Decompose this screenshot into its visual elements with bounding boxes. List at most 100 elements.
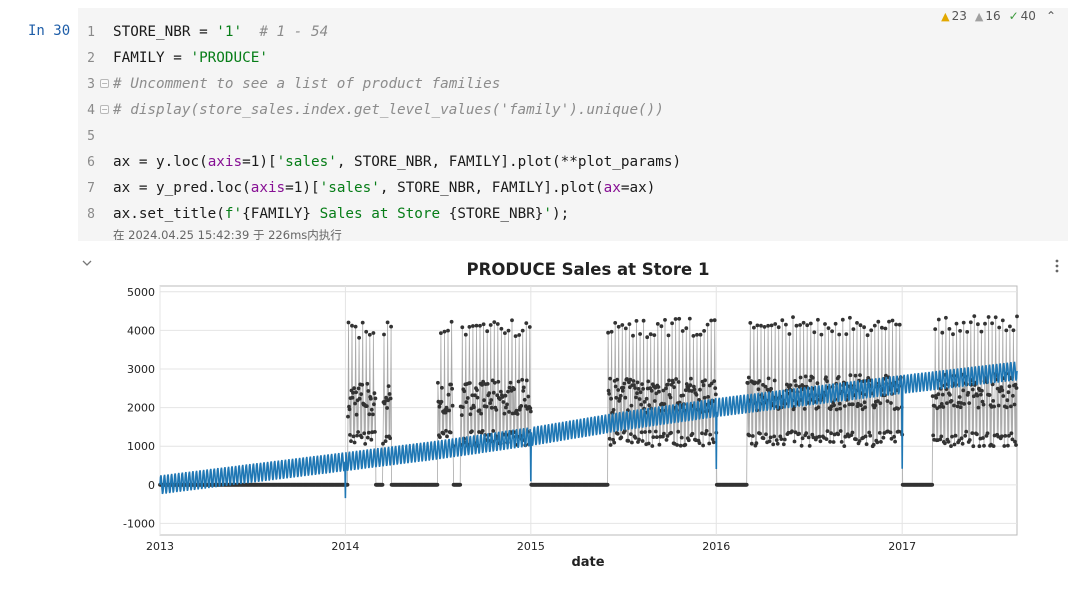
observed-sales-point	[654, 435, 659, 439]
observed-sales-point	[828, 407, 833, 411]
line-number: 6	[87, 154, 95, 170]
observed-sales-point	[450, 403, 455, 408]
code-token: Sales at Store	[311, 206, 449, 222]
observed-sales-point	[492, 320, 497, 324]
observed-sales-point	[439, 399, 444, 404]
code-token: STORE_NBR =	[113, 24, 217, 40]
observed-sales-point	[758, 431, 762, 436]
observed-sales-point	[981, 402, 986, 407]
code-line-1[interactable]: 1 STORE_NBR = '1' # 1 - 54	[78, 19, 328, 45]
observed-sales-point	[625, 377, 629, 381]
observed-sales-point	[757, 379, 762, 383]
observed-sales-point	[670, 321, 674, 326]
chevron-down-icon[interactable]	[82, 258, 92, 268]
observed-sales-point	[674, 377, 678, 381]
observed-sales-point	[838, 406, 843, 411]
observed-sales-point	[863, 405, 867, 410]
observed-sales-point	[386, 384, 391, 388]
code-token: '	[543, 206, 553, 222]
x-tick-label: 2015	[517, 540, 545, 553]
predicted-sales-line	[159, 361, 1018, 499]
observed-sales-point	[683, 388, 688, 393]
observed-sales-point	[481, 322, 486, 327]
observed-sales-point	[946, 439, 951, 444]
line-number: 3	[87, 76, 95, 92]
observed-sales-point	[940, 330, 945, 335]
code-line-6[interactable]: 6 ax = y.loc(axis=1)['sales', STORE_NBR,…	[78, 149, 681, 175]
cell-prompt: In 30	[28, 23, 71, 39]
warnings-count[interactable]: ▲ 23	[941, 9, 967, 23]
observed-sales-point	[837, 401, 842, 406]
observed-sales-point	[622, 429, 627, 433]
fold-icon[interactable]: −	[100, 105, 109, 114]
more-options-icon[interactable]	[1053, 258, 1061, 274]
observed-sales-point	[527, 325, 532, 329]
code-line-3[interactable]: 3 − # Uncomment to see a list of product…	[78, 71, 500, 97]
observed-sales-point	[762, 325, 767, 329]
observed-sales-point	[638, 390, 643, 395]
code-token: =1)[	[242, 154, 277, 170]
observed-sales-point	[798, 375, 803, 380]
observed-sales-point	[500, 395, 505, 399]
observed-sales-point	[952, 403, 956, 408]
observed-sales-point	[881, 435, 886, 440]
observed-sales-point	[462, 389, 467, 394]
observed-sales-point	[520, 328, 525, 333]
observed-sales-point	[609, 396, 613, 401]
observed-sales-point	[613, 321, 618, 325]
code-line-7[interactable]: 7 ax = y_pred.loc(axis=1)['sales', STORE…	[78, 175, 655, 201]
observed-sales-point	[979, 392, 983, 397]
observed-sales-point	[695, 332, 699, 337]
observed-sales-point	[853, 373, 858, 378]
fold-icon[interactable]: −	[100, 79, 109, 88]
y-tick-label: 4000	[127, 324, 155, 337]
observed-sales-point	[380, 482, 385, 487]
code-editor[interactable]: ▲ 23 ▲ 16 ✓ 40 ⌃ 1 STORE_NBR = '1' # 1 - 54…	[78, 8, 1068, 242]
observed-sales-point	[815, 381, 820, 386]
code-text: STORE_NBR = '1' # 1 - 54	[113, 24, 328, 40]
observed-sales-point	[992, 404, 996, 409]
observed-sales-point	[357, 335, 361, 340]
observed-sales-point	[749, 441, 754, 446]
warning-icon: ▲	[941, 9, 950, 23]
observed-sales-point	[448, 430, 453, 435]
observed-sales-point	[1003, 434, 1008, 438]
observed-sales-point	[711, 440, 716, 445]
observed-sales-point	[684, 382, 689, 386]
observed-sales-point	[858, 323, 863, 328]
typos-count[interactable]: ✓ 40	[1009, 9, 1036, 23]
observed-sales-point	[867, 430, 872, 435]
line-number: 8	[87, 206, 95, 222]
observed-sales-point	[656, 385, 661, 389]
y-tick-label: -1000	[123, 517, 155, 530]
code-line-2[interactable]: 2 FAMILY = 'PRODUCE'	[78, 45, 268, 71]
observed-sales-point	[488, 323, 493, 327]
observed-sales-point	[468, 412, 473, 417]
observed-sales-point	[504, 405, 508, 410]
observed-sales-point	[697, 441, 702, 445]
observed-sales-point	[704, 429, 709, 433]
code-token: =ax)	[620, 180, 656, 196]
observed-sales-point	[683, 442, 688, 447]
observed-sales-point	[982, 443, 986, 448]
observed-sales-point	[746, 375, 751, 380]
observed-sales-point	[630, 440, 634, 445]
inspection-widget[interactable]: ▲ 23 ▲ 16 ✓ 40 ⌃	[941, 9, 1056, 23]
code-line-4[interactable]: 4 − # display(store_sales.index.get_leve…	[78, 97, 664, 123]
observed-sales-point	[1009, 431, 1014, 436]
observed-sales-point	[692, 387, 697, 392]
weak-warning-icon: ▲	[974, 9, 984, 23]
observed-sales-point	[516, 379, 521, 384]
observed-sales-point	[712, 379, 717, 383]
observed-sales-point	[631, 333, 635, 338]
observed-sales-point	[838, 429, 843, 433]
weak-warnings-count[interactable]: ▲ 16	[975, 9, 1001, 23]
code-line-8[interactable]: 8 ax.set_title(f'{FAMILY} Sales at Store…	[78, 201, 569, 227]
observed-sales-point	[372, 402, 376, 407]
chevron-up-icon[interactable]: ⌃	[1045, 9, 1056, 23]
observed-sales-point	[460, 325, 465, 330]
observed-sales-point	[498, 397, 502, 401]
code-line-5[interactable]: 5	[78, 123, 95, 149]
observed-sales-point	[439, 331, 443, 335]
y-tick-label: 3000	[127, 363, 155, 376]
